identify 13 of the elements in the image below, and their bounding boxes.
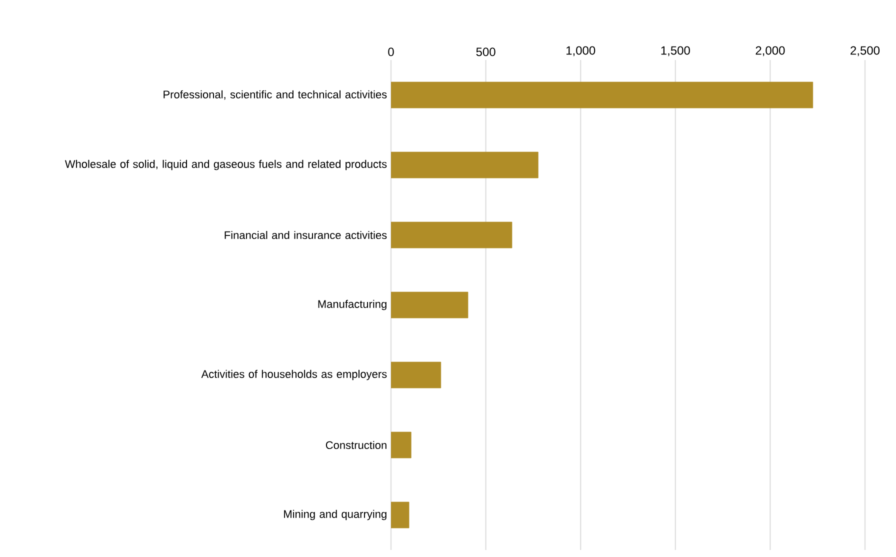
y-tick-label: Manufacturing	[318, 300, 386, 310]
x-tick-label: 2,000	[756, 46, 785, 56]
y-tick-label: Financial and insurance activities	[224, 230, 387, 240]
x-tick-label: 0	[388, 48, 394, 56]
y-tick-label: Professional, scientific and technical activities	[164, 90, 387, 100]
y-tick-label: Activities of households as employers	[201, 370, 387, 380]
y-tick-label: Wholesale of solid, liquid and gaseous fuels and related products	[64, 160, 387, 170]
x-tick-label: 2,500	[850, 46, 880, 56]
x-tick-label: 1,000	[566, 46, 596, 56]
x-tick-label: 1,500	[661, 46, 690, 56]
y-tick-label: Mining and quarrying	[284, 510, 386, 520]
y-tick-label: Construction	[326, 440, 386, 450]
x-tick-label: 500	[476, 48, 496, 56]
